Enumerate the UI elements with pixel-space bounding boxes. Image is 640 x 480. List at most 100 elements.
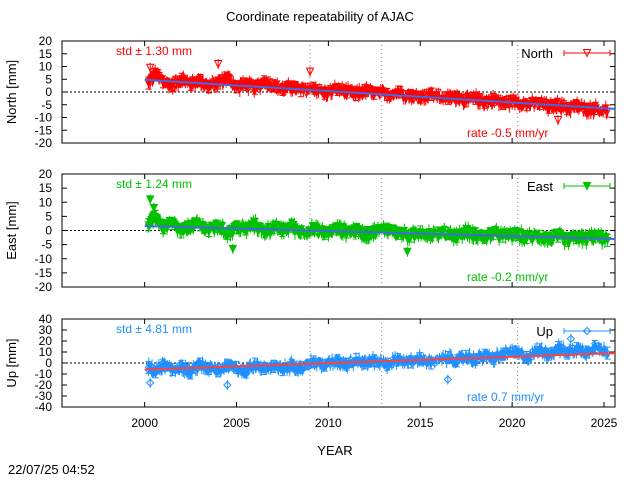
data-point bbox=[177, 75, 186, 84]
y-tick-label: 10 bbox=[39, 60, 53, 74]
data-point bbox=[540, 98, 548, 105]
data-point bbox=[260, 364, 268, 373]
data-point bbox=[440, 91, 448, 98]
data-point bbox=[416, 354, 424, 363]
trend-line bbox=[144, 224, 616, 240]
chart-title: Coordinate repeatability of AJAC bbox=[226, 9, 414, 24]
y-tick-label: 20 bbox=[39, 167, 53, 181]
data-point bbox=[195, 77, 204, 85]
y-tick-label: 20 bbox=[39, 34, 53, 48]
data-point bbox=[223, 229, 232, 238]
data-point bbox=[278, 365, 287, 374]
y-axis-label-up: Up [mm] bbox=[4, 338, 19, 387]
data-point bbox=[563, 349, 571, 357]
data-point bbox=[287, 222, 296, 231]
data-point bbox=[471, 94, 480, 103]
data-point bbox=[301, 362, 308, 370]
data-point bbox=[480, 98, 489, 107]
data-point bbox=[241, 80, 250, 89]
x-tick-label: 2000 bbox=[131, 416, 158, 430]
data-point bbox=[252, 217, 259, 225]
data-point bbox=[278, 85, 287, 94]
data-point bbox=[511, 231, 520, 239]
data-point bbox=[512, 348, 520, 356]
data-point bbox=[591, 342, 599, 351]
data-point bbox=[223, 74, 232, 83]
data-point bbox=[144, 221, 153, 229]
outlier-point bbox=[403, 247, 412, 257]
outlier-point bbox=[305, 67, 315, 77]
legend-marker bbox=[582, 49, 592, 58]
data-point bbox=[269, 82, 278, 90]
trend-line bbox=[144, 78, 616, 110]
data-point bbox=[352, 227, 360, 235]
rate-annotation: rate -0.5 mm/yr bbox=[467, 126, 548, 140]
data-point bbox=[223, 361, 232, 369]
timestamp: 22/07/25 04:52 bbox=[8, 462, 95, 477]
y-tick-label: -40 bbox=[35, 400, 53, 414]
rate-annotation: rate 0.7 mm/yr bbox=[467, 390, 544, 404]
y-tick-label: -20 bbox=[35, 136, 53, 150]
data-point bbox=[309, 225, 318, 234]
data-point bbox=[535, 346, 544, 354]
data-point bbox=[251, 360, 259, 368]
x-tick-label: 2005 bbox=[223, 416, 250, 430]
data-point bbox=[462, 228, 470, 237]
legend-label: Up bbox=[536, 324, 553, 339]
data-point bbox=[489, 96, 498, 104]
data-point bbox=[523, 101, 531, 109]
data-point bbox=[554, 232, 562, 241]
data-point bbox=[427, 91, 436, 99]
data-point bbox=[511, 97, 520, 106]
data-point bbox=[499, 99, 507, 108]
y-tick-label: 5 bbox=[45, 72, 52, 86]
data-point bbox=[383, 225, 391, 234]
data-point bbox=[214, 366, 222, 375]
data-point bbox=[195, 221, 204, 229]
data-point bbox=[435, 88, 442, 96]
data-point bbox=[168, 219, 177, 228]
data-point bbox=[309, 84, 318, 93]
outlier-point bbox=[145, 378, 155, 388]
legend: North bbox=[521, 46, 611, 61]
data-point bbox=[269, 224, 278, 232]
x-tick-label: 2010 bbox=[315, 416, 342, 430]
y-tick-label: 10 bbox=[39, 345, 53, 359]
data-point bbox=[462, 97, 470, 106]
y-tick-label: -30 bbox=[35, 389, 53, 403]
legend-label: North bbox=[521, 46, 553, 61]
legend-marker bbox=[582, 182, 592, 191]
data-point bbox=[151, 70, 160, 79]
data-point bbox=[260, 78, 268, 86]
y-tick-label: 20 bbox=[39, 334, 53, 348]
data-point bbox=[453, 93, 461, 102]
std-annotation: std ± 1.30 mm bbox=[116, 44, 192, 58]
data-point bbox=[416, 228, 425, 237]
data-point bbox=[489, 229, 498, 238]
y-tick-label: 0 bbox=[45, 356, 52, 370]
y-tick-label: 0 bbox=[45, 85, 52, 99]
data-point bbox=[462, 352, 470, 361]
data-point bbox=[370, 357, 379, 365]
y-tick-label: 15 bbox=[39, 181, 53, 195]
data-point bbox=[297, 363, 305, 372]
data-point bbox=[427, 359, 435, 367]
data-point bbox=[333, 85, 342, 94]
outlier-point bbox=[145, 195, 155, 205]
outlier-point bbox=[223, 380, 232, 390]
data-point bbox=[324, 93, 331, 100]
data-point bbox=[394, 355, 402, 364]
legend-label: East bbox=[527, 179, 553, 194]
rate-annotation: rate -0.2 mm/yr bbox=[467, 270, 548, 284]
data-point bbox=[242, 368, 250, 376]
data-point bbox=[453, 357, 461, 365]
outlier-point bbox=[149, 203, 159, 213]
data-point bbox=[361, 87, 369, 95]
data-point bbox=[186, 80, 195, 89]
y-tick-label: 10 bbox=[39, 195, 53, 209]
data-point bbox=[590, 232, 599, 241]
data-point bbox=[496, 236, 503, 243]
data-point bbox=[266, 78, 274, 85]
